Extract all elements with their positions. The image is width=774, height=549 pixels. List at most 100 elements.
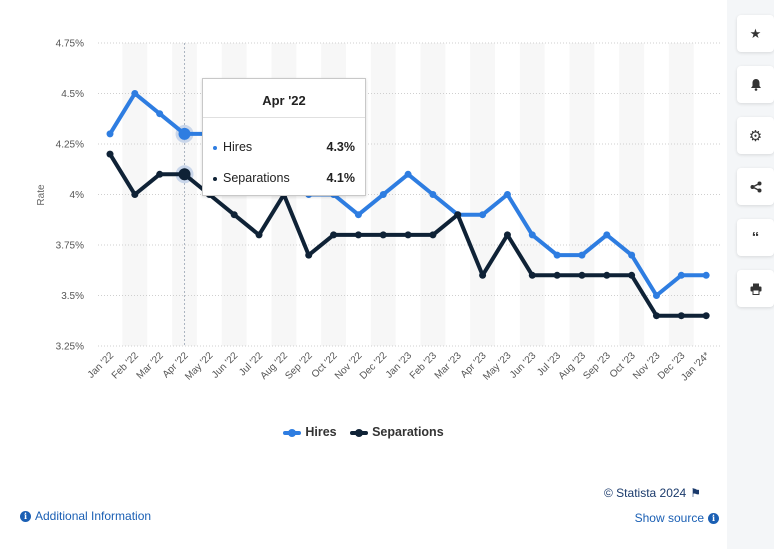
data-point-separations[interactable] (404, 231, 412, 239)
band-21 (619, 43, 645, 346)
data-point-hires[interactable] (578, 251, 586, 259)
statista-copyright[interactable]: © Statista 2024 ⚑ (604, 486, 701, 500)
tooltip-separations-value: 4.1% (326, 171, 356, 185)
data-point-separations[interactable] (702, 312, 710, 320)
data-point-separations[interactable] (330, 231, 338, 239)
y-tick-label: 4.75% (56, 39, 84, 50)
y-axis-title: Rate (36, 184, 47, 206)
tooltip-hires-label: Hires (223, 140, 253, 154)
y-tick-label: 4.5% (61, 89, 84, 100)
x-tick-label: Sep '22 (283, 350, 315, 382)
data-point-hires[interactable] (628, 251, 636, 259)
print-icon (750, 283, 761, 295)
data-point-separations[interactable] (578, 271, 586, 279)
tooltip-separations-label: Separations (223, 171, 290, 185)
chart-tooltip: Apr '22 Hires 4.3% Separations 4.1% (202, 78, 366, 196)
data-point-hires[interactable] (603, 231, 611, 239)
tooltip-hires-value: 4.3% (326, 140, 356, 154)
x-tick-label: Jun '22 (210, 350, 241, 381)
data-point-hires[interactable] (429, 191, 437, 198)
data-point-hires[interactable] (404, 170, 412, 178)
data-point-separations[interactable] (652, 312, 660, 320)
data-point-separations[interactable] (255, 231, 263, 239)
data-point-separations[interactable] (379, 231, 387, 239)
data-point-separations[interactable] (131, 191, 139, 198)
x-tick-label: Dec '22 (358, 350, 390, 382)
show-source-label: Show source (634, 511, 704, 525)
print-button[interactable] (737, 270, 774, 307)
share-icon (750, 181, 761, 192)
info-icon: i (708, 513, 719, 525)
data-point-hires[interactable] (354, 211, 362, 219)
data-point-hires[interactable] (379, 191, 387, 198)
legend-swatch-separations (350, 428, 369, 437)
y-tick-label: 3.25% (56, 342, 84, 353)
data-point-separations[interactable] (106, 150, 114, 158)
bell-icon (750, 79, 761, 91)
data-point-hires[interactable] (553, 251, 561, 259)
series-line-hires (108, 91, 709, 298)
legend-swatch-hires (283, 428, 302, 437)
star-icon: ★ (749, 25, 762, 41)
additional-information-link[interactable]: i Additional Information (20, 509, 151, 523)
tooltip-title: Apr '22 (203, 79, 365, 118)
data-point-separations[interactable] (454, 211, 462, 219)
x-tick-label: Mar '22 (135, 350, 166, 381)
data-point-separations[interactable] (354, 231, 362, 239)
flag-icon: ⚑ (690, 486, 701, 500)
data-point-hires[interactable] (106, 130, 114, 138)
data-point-separations[interactable] (553, 271, 561, 279)
data-point-separations[interactable] (603, 271, 611, 279)
tooltip-row-hires: Hires 4.3% (213, 140, 355, 154)
data-point-separations[interactable] (528, 271, 536, 279)
data-point-hires[interactable] (702, 271, 710, 279)
data-point-hires[interactable] (131, 90, 139, 97)
data-point-hires[interactable] (479, 211, 487, 219)
info-icon: i (20, 511, 31, 523)
quote-icon: “ (751, 229, 760, 246)
data-point-separations[interactable] (305, 251, 313, 259)
legend-label-hires: Hires (305, 425, 337, 439)
data-point-hires[interactable] (677, 271, 685, 279)
series-hires (106, 90, 710, 299)
cite-button[interactable]: “ (737, 219, 774, 256)
y-tick-label: 3.75% (56, 241, 84, 252)
data-point-separations[interactable] (178, 168, 191, 181)
data-point-hires[interactable] (178, 127, 191, 140)
tool-sidebar: ★ ⚙ “ (737, 15, 774, 321)
notification-button[interactable] (737, 66, 774, 103)
data-point-separations[interactable] (503, 231, 511, 239)
y-tick-label: 3.5% (61, 291, 84, 302)
tooltip-row-separations: Separations 4.1% (213, 171, 355, 185)
tooltip-hires-dot (213, 145, 217, 150)
chart-legend: Hires Separations (0, 425, 727, 439)
legend-label-separations: Separations (372, 425, 444, 439)
y-tick-label: 4% (70, 190, 85, 201)
favorite-button[interactable]: ★ (737, 15, 774, 52)
data-point-separations[interactable] (230, 211, 238, 219)
x-tick-label: May '22 (183, 350, 216, 383)
settings-button[interactable]: ⚙ (737, 117, 774, 154)
data-point-separations[interactable] (677, 312, 685, 320)
copyright-text: © Statista 2024 (604, 486, 687, 500)
legend-item-separations[interactable]: Separations (350, 425, 444, 439)
data-point-separations[interactable] (156, 170, 164, 178)
y-tick-label: 4.25% (56, 140, 84, 151)
x-tick-label: Mar '23 (433, 350, 464, 381)
gear-icon: ⚙ (748, 127, 763, 145)
show-source-link[interactable]: Show source i (635, 511, 719, 525)
data-point-separations[interactable] (429, 231, 437, 239)
data-point-separations[interactable] (628, 271, 636, 279)
share-button[interactable] (737, 168, 774, 205)
data-point-hires[interactable] (652, 292, 660, 299)
data-point-hires[interactable] (503, 191, 511, 198)
x-tick-label: May '23 (481, 350, 514, 383)
chart-series (106, 90, 710, 320)
legend-item-hires[interactable]: Hires (283, 425, 337, 439)
data-point-hires[interactable] (528, 231, 536, 239)
data-point-hires[interactable] (156, 110, 164, 118)
chart-card: 3.25% 3.5% 3.75% 4% 4.25% 4.5% 4.75% Rate Jan … (0, 0, 727, 549)
data-point-separations[interactable] (479, 271, 487, 279)
x-tick-label: Sep '23 (581, 350, 613, 382)
